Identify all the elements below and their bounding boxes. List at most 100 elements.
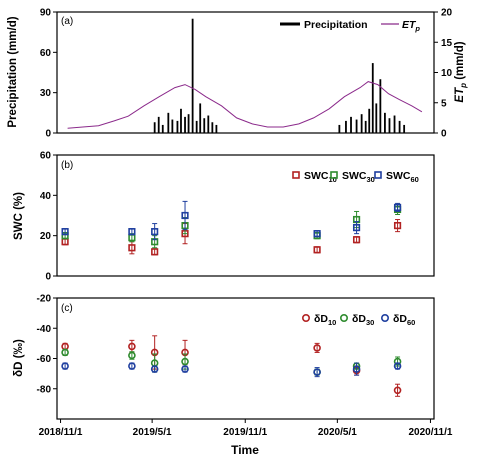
precip-bar <box>338 124 341 133</box>
panel-c: (c) δD (‰) -80-60-40-20 δD10 δD30 δD60 201… <box>13 294 453 458</box>
data-point <box>352 224 361 232</box>
legend-label: SWC30 <box>342 170 375 184</box>
data-point <box>393 203 402 212</box>
precip-bar <box>371 63 374 133</box>
panel-a-ylabel-right: ETp (mm/d) <box>454 41 468 102</box>
left-tick-label: 60 <box>40 48 52 59</box>
precip-bar <box>375 103 378 133</box>
data-point <box>128 342 136 351</box>
precip-bar <box>207 115 210 133</box>
left-tick-label: 0 <box>45 129 51 140</box>
legend-sub: 60 <box>407 318 415 327</box>
precip-bar <box>211 122 214 133</box>
y-tick-label: 60 <box>40 151 52 162</box>
legend-name: δD <box>314 313 328 325</box>
precip-bar <box>403 124 406 133</box>
data-point <box>61 362 69 370</box>
legend-name: SWC <box>304 170 329 182</box>
data-point <box>352 236 361 244</box>
precip-bar <box>368 108 371 133</box>
left-tick-label: 30 <box>40 88 52 99</box>
panel-b-frame <box>56 154 435 277</box>
panel-b-label: (b) <box>61 160 73 171</box>
y-tick-label: -80 <box>37 384 52 395</box>
panel-a-ylabel-left: Precipitation (mm/d) <box>7 16 19 127</box>
deltad-points <box>61 335 402 397</box>
precip-bar <box>161 124 164 133</box>
precip-bar <box>379 79 382 133</box>
legend-label: δD60 <box>393 313 415 327</box>
legend-marker <box>301 313 310 322</box>
precip-bar <box>393 115 396 133</box>
data-point <box>128 351 136 360</box>
panel-c-frame <box>56 297 435 420</box>
data-point <box>393 221 402 230</box>
x-axis-title: Time <box>231 443 259 457</box>
x-tick-label: 2020/11/1 <box>408 427 452 438</box>
data-point <box>61 228 69 236</box>
legend-marker <box>339 313 348 322</box>
panel-a-label: (a) <box>61 16 73 27</box>
legend-name: δD <box>352 313 366 325</box>
data-point <box>313 230 321 238</box>
data-point <box>151 248 159 256</box>
panel-a-legend: Precipitation ETp <box>280 19 420 33</box>
panel-b-ylabel: SWC (%) <box>13 192 25 240</box>
right-tick-label: 5 <box>441 98 447 109</box>
legend-marker <box>330 171 338 179</box>
legend-sub: 10 <box>328 318 336 327</box>
data-point <box>313 246 321 254</box>
legend-sub: 30 <box>367 175 375 184</box>
precip-bar <box>180 108 182 133</box>
y-tick-label: -20 <box>37 294 52 305</box>
x-tick-label: 2019/11/1 <box>223 427 267 438</box>
data-point <box>181 211 189 220</box>
legend-label: δD10 <box>314 313 336 327</box>
legend-et-text: ET <box>402 19 417 31</box>
x-tick-label: 2018/11/1 <box>39 427 83 438</box>
right-tick-label: 0 <box>441 129 447 140</box>
precip-bar <box>153 122 156 133</box>
x-tick-label: 2020/5/1 <box>318 427 357 438</box>
precip-bar <box>187 114 190 133</box>
precip-bar <box>157 116 160 133</box>
panel-c-ticks: -80 -60 -40 -20 <box>37 294 57 395</box>
legend-name: SWC <box>386 170 411 182</box>
data-point <box>393 362 402 370</box>
etp-line <box>67 81 423 129</box>
precip-bar <box>360 114 363 133</box>
data-point <box>313 368 321 376</box>
legend-marker <box>380 313 389 322</box>
legend-sub: 60 <box>411 175 419 184</box>
data-point <box>61 348 69 357</box>
legend-sub: 30 <box>366 318 374 327</box>
legend-precip-label: Precipitation <box>304 19 368 31</box>
y-tick-label: -40 <box>37 324 52 335</box>
panel-c-label: (c) <box>61 303 73 314</box>
panel-a-left-ticks: 0 30 60 90 <box>40 8 57 140</box>
data-point <box>128 244 136 252</box>
data-point <box>181 357 189 366</box>
precip-bar <box>355 119 358 133</box>
left-tick-label: 90 <box>40 8 52 19</box>
y-tick-label: 20 <box>40 231 52 242</box>
data-point <box>313 344 321 352</box>
panel-c-ylabel: δD (‰) <box>13 339 25 377</box>
swc-points <box>61 200 402 256</box>
precip-bar <box>398 120 401 133</box>
legend-marker <box>374 171 382 179</box>
data-point <box>128 362 136 370</box>
panel-b-legend: SWC10 SWC30 SWC60 <box>292 170 419 184</box>
data-point <box>352 365 361 373</box>
precipitation-bars <box>153 18 406 133</box>
precip-bar <box>203 118 206 133</box>
x-tick-label: 2019/5/1 <box>133 427 172 438</box>
precip-bar <box>388 118 391 133</box>
precip-bar <box>345 120 347 133</box>
data-point <box>150 365 159 373</box>
precip-bar <box>171 119 174 133</box>
legend-label: SWC60 <box>386 170 419 184</box>
legend-name: δD <box>393 313 407 325</box>
